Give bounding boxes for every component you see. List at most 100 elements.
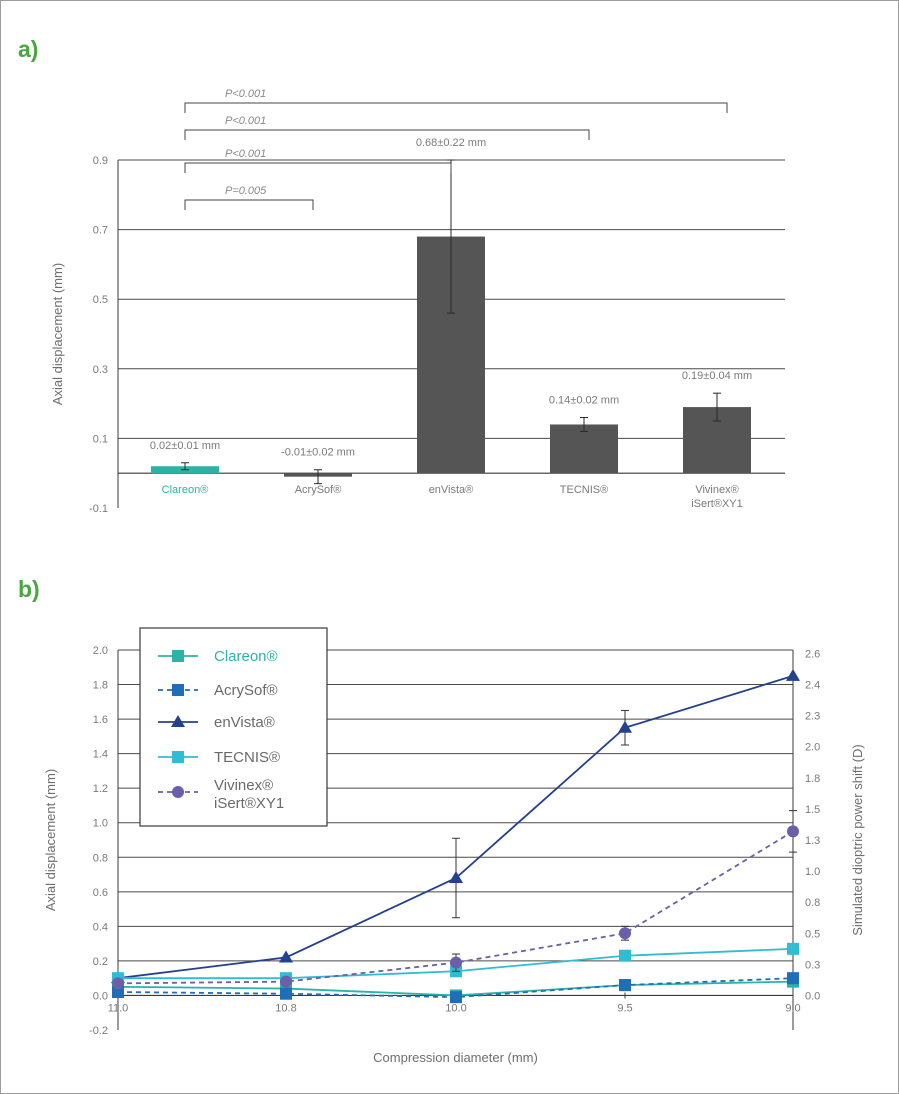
y-right-tick-label: 2.4 bbox=[805, 680, 820, 692]
value-label: -0.01±0.02 mm bbox=[281, 447, 355, 459]
significance-bracket bbox=[184, 199, 314, 210]
y-tick-label-b: 1.2 bbox=[93, 783, 108, 795]
data-point bbox=[450, 991, 462, 1004]
x-tick-label: 9.5 bbox=[617, 1002, 632, 1014]
x-tick-label: 9.0 bbox=[785, 1002, 800, 1014]
x-axis-title: Compression diameter (mm) bbox=[373, 1050, 538, 1065]
value-label: 0.19±0.04 mm bbox=[682, 370, 752, 382]
y-axis-right-title: Simulated dioptric power shift (D) bbox=[850, 744, 865, 935]
line-chart-panel-b: b) 2.0 1.8 1.6 1.4 1.2 1.0 0.8 0.6 0.4 0.2 0.0 -0.2 2… bbox=[18, 576, 865, 1065]
y-right-tick-label: 2.3 bbox=[805, 711, 820, 723]
data-point bbox=[619, 979, 631, 992]
y-tick-label-b: 0.8 bbox=[93, 852, 108, 864]
y-tick-label-a: 0.7 bbox=[93, 225, 108, 237]
legend-label-line: enVista® bbox=[214, 714, 275, 731]
y-tick-label-b: 1.4 bbox=[93, 749, 108, 761]
y-tick-label-b: 0.2 bbox=[93, 956, 108, 968]
y-right-tick-label: 2.0 bbox=[805, 742, 820, 754]
legend-label: AcrySof® bbox=[214, 682, 278, 699]
data-point bbox=[619, 949, 631, 962]
legend-marker bbox=[172, 751, 184, 763]
bar-chart-panel-a: a) 0.9 0.7 0.5 0.3 0.1 -0.1 Axial displacement … bbox=[18, 36, 785, 515]
data-point bbox=[112, 977, 124, 990]
significance-bracket bbox=[184, 102, 728, 113]
panel-label-a: a) bbox=[18, 36, 38, 62]
category-label: TECNIS® bbox=[560, 484, 608, 496]
category-label-line: Vivinex® bbox=[695, 484, 738, 496]
y-right-tick-label: 0.0 bbox=[805, 990, 820, 1002]
y-right-tick-label: 2.6 bbox=[805, 648, 820, 660]
y-right-tick-label: 1.0 bbox=[805, 866, 820, 878]
data-point bbox=[112, 986, 124, 998]
y-right-tick-label: 0.3 bbox=[805, 959, 820, 971]
y-right-tick-label: 1.8 bbox=[805, 773, 820, 785]
legend-label-line: Vivinex® bbox=[214, 777, 273, 794]
value-label: 0.68±0.22 mm bbox=[416, 137, 486, 149]
y-tick-label-b: 2.0 bbox=[93, 645, 108, 657]
data-point bbox=[787, 972, 799, 985]
data-point bbox=[619, 927, 631, 940]
series-line bbox=[117, 977, 794, 999]
data-point bbox=[280, 975, 292, 988]
y-tick-label-a: 0.1 bbox=[93, 433, 108, 445]
p-value-label: P<0.001 bbox=[225, 88, 266, 100]
data-point bbox=[449, 871, 463, 883]
y-tick-label-b: 1.6 bbox=[93, 714, 108, 726]
y-right-tick-label: 1.3 bbox=[805, 835, 820, 847]
category-label-line: TECNIS® bbox=[560, 484, 608, 496]
data-point bbox=[787, 942, 799, 955]
legend-label: Clareon® bbox=[214, 648, 278, 665]
data-point bbox=[618, 720, 632, 733]
category-label-line: iSert®XY1 bbox=[691, 498, 743, 510]
category-label-line: Clareon® bbox=[162, 484, 209, 496]
y-tick-label-a: 0.5 bbox=[93, 294, 108, 306]
y-right-tick-label: 0.5 bbox=[805, 928, 820, 940]
category-label-line: AcrySof® bbox=[295, 484, 342, 496]
y-tick-label-a: -0.1 bbox=[89, 503, 108, 515]
category-label: Vivinex® iSert®XY1 bbox=[691, 484, 743, 510]
category-label: Clareon® bbox=[162, 484, 209, 496]
p-value-label: P<0.001 bbox=[225, 148, 266, 160]
legend-marker bbox=[172, 684, 184, 696]
significance-bracket bbox=[184, 129, 590, 140]
p-value-label: P<0.001 bbox=[225, 115, 266, 127]
legend: Clareon® AcrySof® enVista® TECNIS® Vivinex® i… bbox=[139, 627, 328, 827]
value-label: 0.02±0.01 mm bbox=[150, 440, 220, 452]
legend-label-line: iSert®XY1 bbox=[214, 795, 284, 812]
y-axis-title-b: Axial displacement (mm) bbox=[43, 769, 58, 911]
legend-label: TECNIS® bbox=[214, 749, 280, 766]
series-line bbox=[117, 830, 794, 985]
data-point bbox=[279, 950, 293, 963]
value-label: 0.14±0.02 mm bbox=[549, 395, 619, 407]
p-value-label: P=0.005 bbox=[225, 185, 267, 197]
y-tick-label-b: 0.0 bbox=[93, 990, 108, 1002]
y-tick-label-b: 1.8 bbox=[93, 680, 108, 692]
legend-label-line: TECNIS® bbox=[214, 749, 280, 766]
significance-bracket bbox=[184, 162, 452, 173]
y-axis-title-a: Axial displacement (mm) bbox=[50, 263, 65, 405]
y-tick-label-a: 0.3 bbox=[93, 364, 108, 376]
y-right-tick-label: 0.8 bbox=[805, 897, 820, 909]
legend-label-line: AcrySof® bbox=[214, 682, 278, 699]
legend-label: Vivinex® iSert®XY1 bbox=[214, 777, 284, 812]
legend-marker bbox=[172, 786, 184, 798]
y-right-tick-label: 1.5 bbox=[805, 804, 820, 816]
x-tick-label: 10.8 bbox=[275, 1002, 296, 1014]
y-tick-label-b: 1.0 bbox=[93, 818, 108, 830]
x-tick-label: 10.0 bbox=[445, 1002, 466, 1014]
y-tick-label-a: 0.9 bbox=[93, 155, 108, 167]
bar bbox=[550, 424, 618, 474]
y-tick-label-b: -0.2 bbox=[89, 1025, 108, 1037]
category-label: AcrySof® bbox=[295, 484, 342, 496]
legend-label: enVista® bbox=[214, 714, 275, 731]
category-label-line: enVista® bbox=[429, 484, 474, 496]
legend-marker bbox=[171, 715, 185, 727]
data-point bbox=[450, 956, 462, 969]
category-label: enVista® bbox=[429, 484, 474, 496]
x-tick-label: 11.0 bbox=[108, 1002, 129, 1014]
data-point bbox=[786, 668, 800, 681]
legend-label-line: Clareon® bbox=[214, 648, 278, 665]
panel-label-b: b) bbox=[18, 576, 40, 602]
